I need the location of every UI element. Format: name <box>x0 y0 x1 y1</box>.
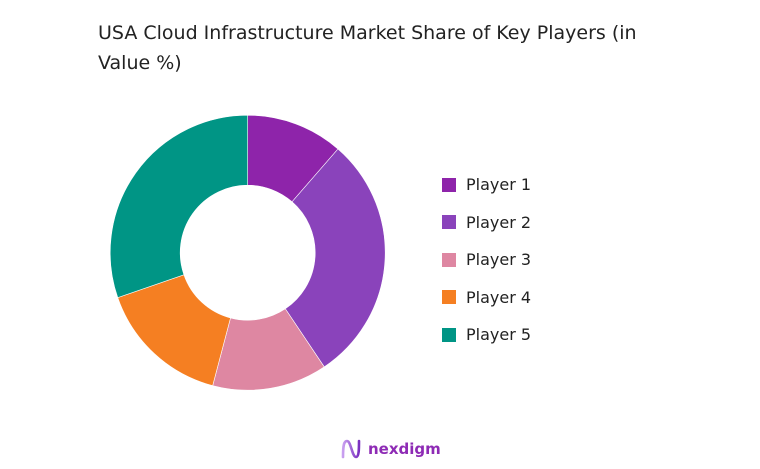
legend-label: Player 4 <box>466 287 532 307</box>
legend-item-player-2: Player 2 <box>442 204 531 242</box>
legend-swatch <box>442 252 456 267</box>
legend-item-player-3: Player 3 <box>442 241 531 279</box>
legend-swatch <box>442 327 456 342</box>
slice-player-2 <box>284 148 386 368</box>
nexdigm-logo-icon <box>341 439 361 459</box>
legend-item-player-5: Player 5 <box>442 316 531 354</box>
legend-swatch <box>442 215 456 230</box>
legend-label: Player 3 <box>466 250 532 270</box>
legend-swatch <box>442 290 456 305</box>
legend-label: Player 5 <box>466 325 532 345</box>
legend-label: Player 1 <box>466 175 532 195</box>
legend-label: Player 2 <box>466 212 532 232</box>
brand-name: nexdigm <box>368 440 441 458</box>
legend-item-player-1: Player 1 <box>442 166 531 204</box>
nexdigm-logo: nexdigm <box>340 439 441 459</box>
chart-title: USA Cloud Infrastructure Market Share of… <box>98 22 637 74</box>
legend: Player 1 Player 2 Player 3 Player 4 Player 5 <box>442 166 531 354</box>
slice-player-5 <box>109 114 248 299</box>
legend-swatch <box>442 177 456 192</box>
legend-item-player-4: Player 4 <box>442 279 531 317</box>
